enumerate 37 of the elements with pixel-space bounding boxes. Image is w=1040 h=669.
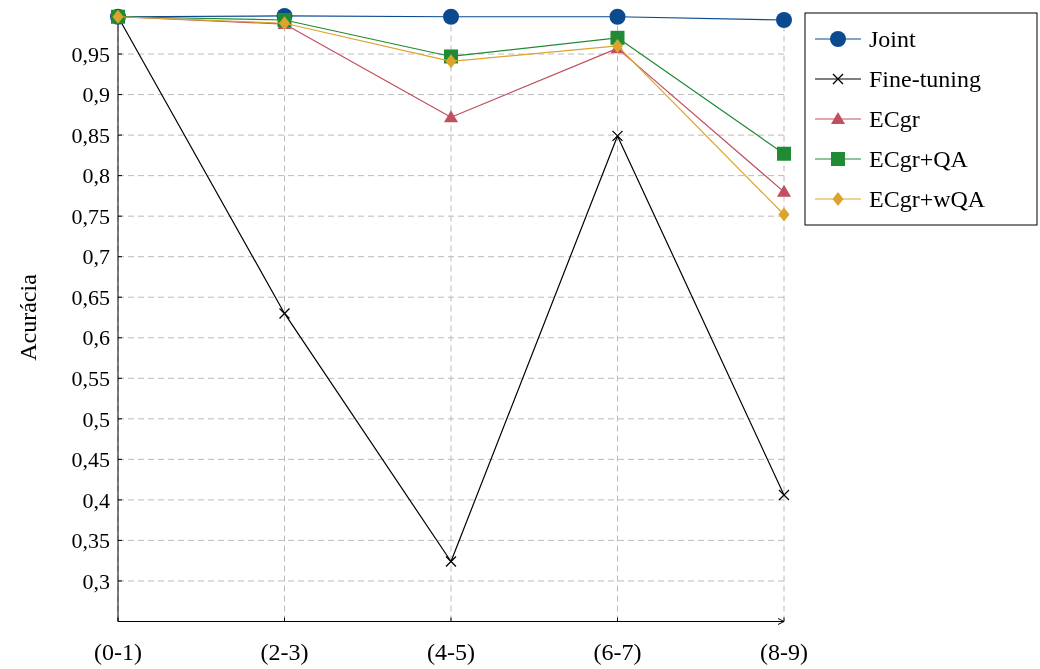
x-tick-label: (6-7): [593, 638, 642, 665]
y-tick-label: 0,85: [71, 122, 110, 148]
legend-label: ECgr: [869, 106, 920, 133]
x-tick-label: (2-3): [260, 638, 309, 665]
point: [443, 8, 459, 25]
y-tick-label: 0,6: [82, 325, 110, 351]
point: [777, 184, 791, 197]
x-tick-label: (0-1): [94, 638, 142, 665]
point: [611, 130, 624, 142]
y-tick-label: 0,3: [82, 568, 110, 594]
legend-label: ECgr+QA: [869, 146, 969, 173]
point: [609, 8, 626, 25]
point: [445, 555, 457, 568]
point: [776, 11, 792, 28]
y-tick-label: 0,8: [82, 163, 110, 189]
y-tick-label: 0,5: [82, 406, 110, 432]
point: [778, 489, 790, 501]
point: [777, 146, 791, 161]
legend-label: ECgr+wQA: [869, 186, 986, 213]
point: [278, 307, 291, 320]
y-tick-label: 0,45: [71, 447, 110, 473]
y-tick-label: 0,9: [82, 82, 110, 108]
point: [778, 207, 790, 222]
y-tick-label: 0,7: [82, 244, 110, 270]
y-tick-label: 0,75: [71, 203, 110, 229]
legend-label: Fine-tuning: [869, 66, 981, 93]
y-tick-label: 0,95: [71, 41, 110, 67]
y-tick-label: 0,55: [71, 366, 110, 391]
y-tick-label: 0,4: [82, 487, 110, 513]
point: [444, 110, 458, 123]
x-tick-label: (8-9): [760, 638, 808, 665]
y-axis-title: Acurácia: [15, 273, 41, 361]
legend-label: Joint: [869, 26, 917, 53]
y-tick-label: 0,35: [71, 528, 110, 554]
y-tick-label: 0,65: [71, 284, 110, 310]
point: [445, 54, 457, 69]
x-tick-label: (4-5): [427, 638, 475, 665]
